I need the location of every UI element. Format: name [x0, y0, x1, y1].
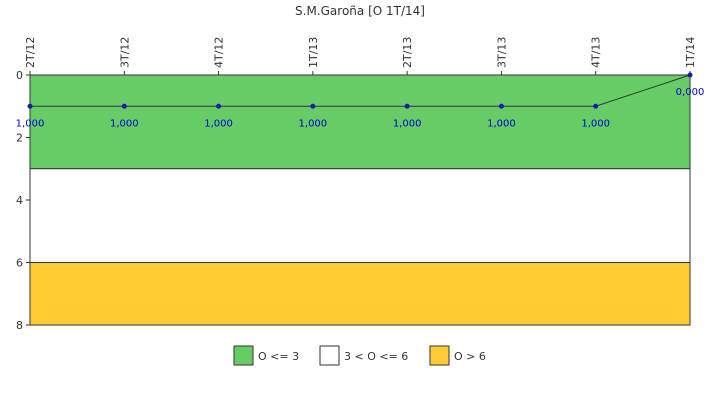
data-point	[121, 103, 127, 109]
x-tick-label: 4T/13	[590, 37, 603, 68]
y-tick-label: 2	[16, 132, 23, 145]
data-point	[498, 103, 504, 109]
legend-swatch-2	[429, 345, 450, 366]
data-label: 1,000	[299, 118, 328, 129]
legend-label-1: 3 < O <= 6	[344, 350, 408, 363]
data-label: 0,000	[676, 87, 705, 98]
x-tick-label: 4T/12	[213, 37, 226, 68]
data-point	[310, 103, 316, 109]
data-point	[216, 103, 222, 109]
data-point	[27, 103, 33, 109]
data-point	[593, 103, 599, 109]
series-line	[30, 74, 691, 107]
data-label: 1,000	[581, 118, 610, 129]
data-label: 1,000	[393, 118, 422, 129]
data-label: 1,000	[16, 118, 45, 129]
axes: 0 2 4 6 8 2T/12 3T/12 4T/12 1T/13 2T/13 3T/13 4T/13…	[16, 37, 697, 332]
data-point	[404, 103, 410, 109]
x-tick-label: 1T/14	[684, 37, 697, 68]
band-2	[29, 262, 691, 326]
x-tick-label: 2T/13	[401, 37, 414, 68]
x-tick-label: 1T/13	[307, 37, 320, 68]
data-label: 1,000	[204, 118, 233, 129]
bands	[29, 74, 691, 326]
y-tick-label: 6	[16, 257, 23, 270]
legend-label-2: O > 6	[454, 350, 486, 363]
legend: O <= 3 3 < O <= 6 O > 6	[233, 345, 486, 366]
y-tick-label: 8	[16, 319, 23, 332]
y-tick-label: 0	[16, 69, 23, 82]
x-tick-label: 3T/12	[118, 37, 131, 68]
legend-swatch-0	[233, 345, 254, 366]
data-point	[687, 72, 693, 78]
band-0	[29, 74, 691, 170]
series: 1,000 1,000 1,000 1,000 1,000 1,000 1,000 0,000	[16, 72, 705, 129]
x-tick-label: 2T/12	[24, 37, 37, 68]
legend-swatch-1	[319, 345, 340, 366]
y-tick-label: 4	[16, 194, 23, 207]
x-tick-label: 3T/13	[495, 37, 508, 68]
data-label: 1,000	[110, 118, 139, 129]
legend-label-0: O <= 3	[258, 350, 299, 363]
data-label: 1,000	[487, 118, 516, 129]
band-1	[29, 168, 691, 263]
chart-title: S.M.Garoña [O 1T/14]	[295, 4, 425, 18]
